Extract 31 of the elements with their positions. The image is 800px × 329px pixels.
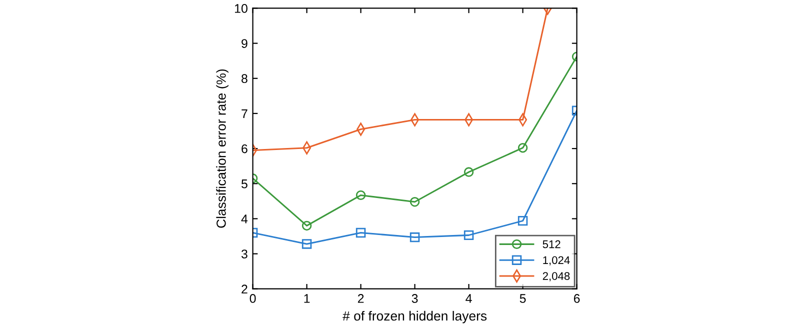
point	[302, 239, 312, 249]
y-tick-label: 2	[242, 284, 248, 294]
x-tick-label: 1	[304, 294, 310, 303]
x-tick-label: 5	[520, 294, 526, 303]
x-tick-label: 3	[412, 294, 418, 303]
y-axis-title: Classification error rate (%)	[216, 69, 228, 228]
y-tick-label: 3	[241, 250, 248, 258]
y-tick-label: 10	[234, 4, 248, 13]
point	[518, 142, 528, 153]
point	[356, 228, 366, 238]
y-tick-label: 6	[242, 144, 248, 154]
legend-label: 1,024	[543, 256, 570, 266]
x-tick-label: 6	[574, 294, 580, 303]
point	[518, 216, 528, 226]
x-tick-label: 0	[250, 294, 256, 303]
point	[464, 167, 474, 177]
point	[410, 232, 420, 242]
y-tick-label: 4	[241, 214, 248, 224]
x-tick-label: 4	[466, 294, 472, 303]
point	[464, 230, 474, 240]
x-tick-label: 2	[358, 294, 364, 303]
y-tick-label: 7	[242, 109, 248, 118]
y-tick-label: 8	[242, 74, 248, 84]
legend-label: 2,048	[542, 272, 570, 282]
legend-label: 512	[542, 240, 560, 248]
point	[302, 220, 312, 231]
point	[356, 190, 366, 200]
point	[410, 197, 420, 207]
y-tick-label: 9	[242, 39, 248, 48]
y-tick-label: 5	[241, 180, 248, 188]
x-axis-title: # of frozen hidden layers	[342, 310, 487, 324]
